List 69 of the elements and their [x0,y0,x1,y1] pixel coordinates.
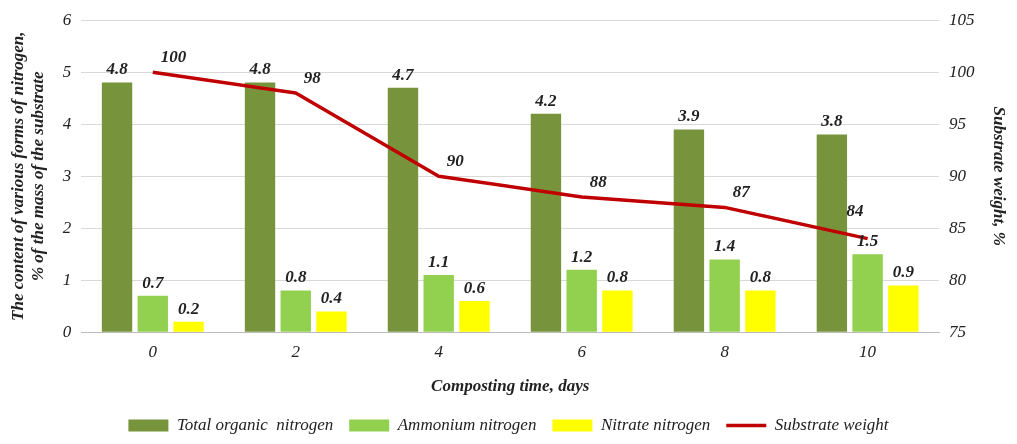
bar [745,290,776,332]
bar [280,290,311,332]
legend-label: Total organic nitrogen [176,414,334,434]
data-label: 1.4 [714,236,736,256]
bar [530,113,562,332]
y2-tick-label: 90 [949,165,967,185]
data-label: 1.2 [571,246,593,266]
bar [423,275,454,332]
y2-tick-label: 100 [949,61,976,81]
y-tick-label: 0 [62,321,72,341]
y-axis-title: The content of various forms of nitrogen, % of the mass of the substrate [7,31,47,321]
data-label: 0.4 [320,288,343,308]
bar [888,285,919,332]
data-label: 0.9 [892,262,915,282]
bar [387,87,419,332]
data-label: 3.8 [820,111,843,131]
data-label: 3.9 [677,106,701,126]
bar [709,259,740,332]
bar [316,311,347,332]
bar [602,290,633,332]
data-label: 90 [446,151,465,171]
data-label: 4.8 [105,59,129,79]
data-label: 4.8 [248,59,272,79]
bar [459,301,490,332]
bar [137,295,168,332]
x-tick-label: 2 [291,341,301,361]
x-tick-label: 6 [577,341,587,361]
data-label: 0.7 [142,272,165,292]
x-tick-label: 0 [148,341,158,361]
x-tick-label: 10 [859,341,877,361]
bar [852,254,883,332]
data-label: 1.5 [856,231,879,251]
data-label: 0.8 [749,267,772,287]
y-tick-label: 4 [62,113,72,133]
y2-axis-title: Substrate weight, % [990,106,1010,246]
data-label: 100 [160,47,187,67]
y2-tick-label: 95 [949,113,967,133]
data-label: 4.2 [534,90,558,110]
x-axis-title: Composting time, days [431,376,590,396]
data-label: 87 [732,182,752,202]
data-label: 1.1 [428,251,450,271]
y2-tick-label: 85 [949,217,967,237]
data-label: 88 [589,171,608,191]
data-label: 4.7 [391,64,416,84]
y2-tick-label: 80 [949,269,967,289]
y2-tick-label: 105 [949,9,975,29]
bar [244,82,276,332]
legend-label: Substrate weight [774,414,890,434]
data-label: 84 [846,201,864,221]
data-label: 98 [303,67,322,87]
data-label: 0.6 [463,277,486,297]
y-tick-label: 3 [61,165,72,185]
y-tick-label: 2 [62,217,72,237]
bar [101,82,133,332]
data-label: 0.2 [177,298,200,318]
bar [816,134,848,332]
data-label: 0.8 [606,267,629,287]
y-tick-label: 6 [62,9,72,29]
data-label: 0.8 [285,267,307,287]
legend-label: Nitrate nitrogen [599,414,711,434]
bar [566,269,597,332]
x-tick-label: 4 [434,341,444,361]
x-tick-label: 8 [720,341,730,361]
y-tick-label: 5 [62,61,72,81]
bar [673,129,705,332]
legend-label: Ammonium nitrogen [396,414,537,434]
y2-tick-label: 75 [949,321,967,341]
y-tick-label: 1 [62,269,72,289]
bar [173,321,204,332]
